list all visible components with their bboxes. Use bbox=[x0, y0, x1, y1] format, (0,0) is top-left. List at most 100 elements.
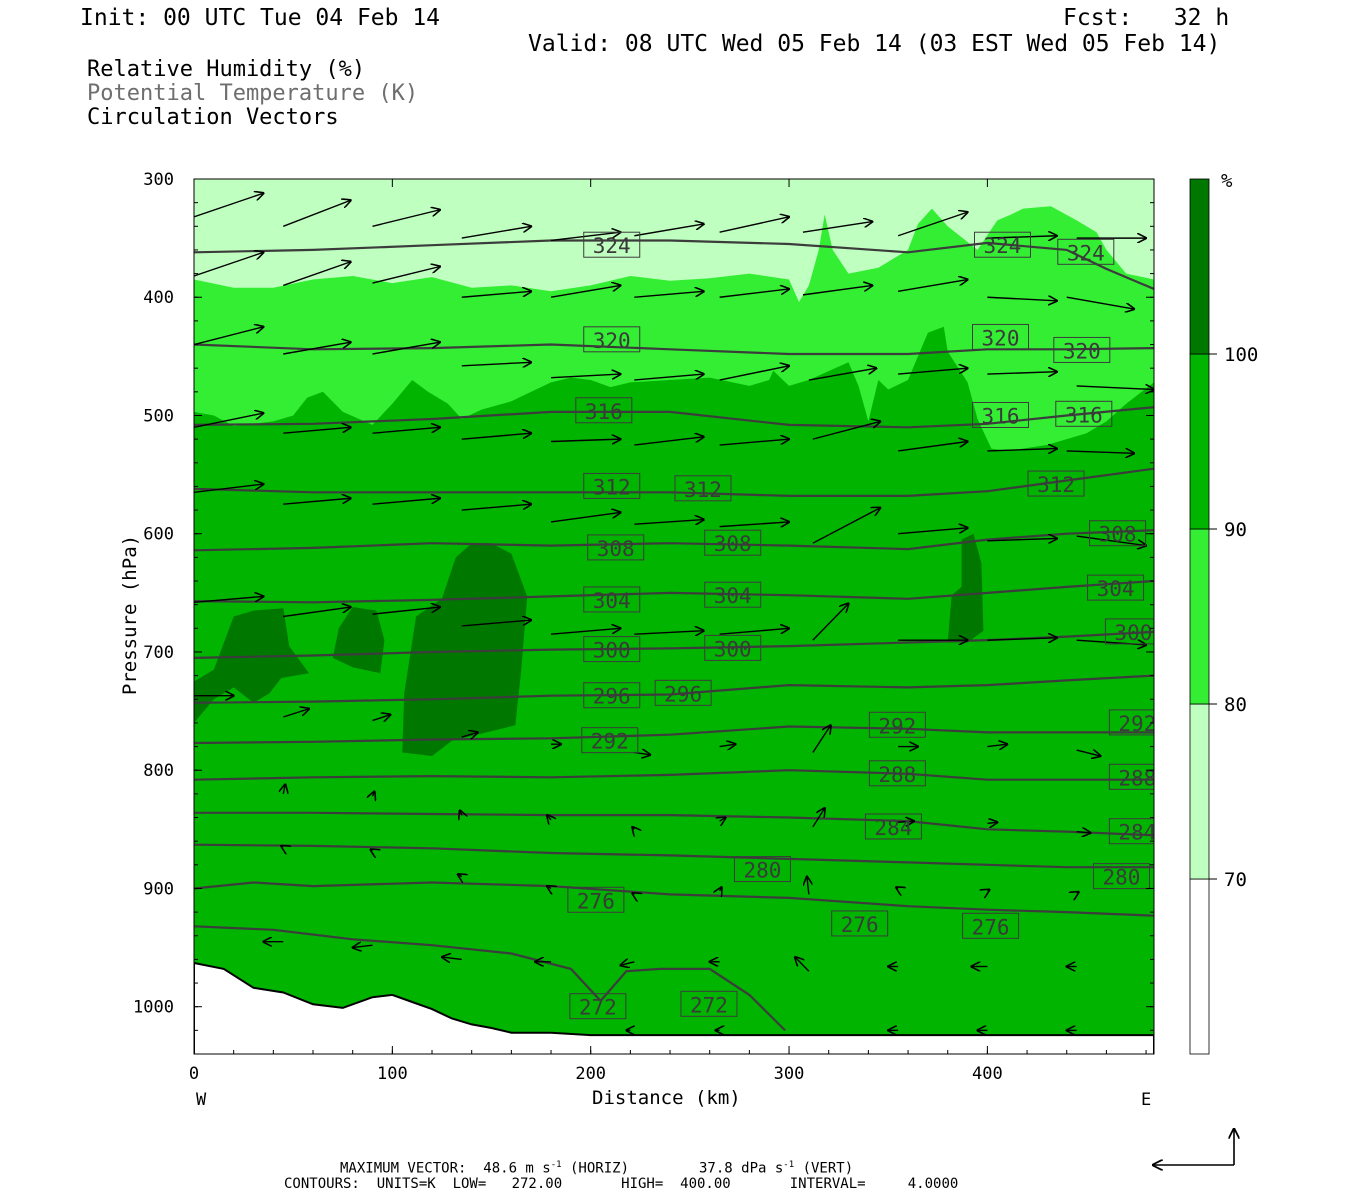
circulation-vector bbox=[461, 226, 531, 239]
contour-label-text: 304 bbox=[714, 584, 752, 608]
contour-label-text: 316 bbox=[982, 404, 1020, 428]
circulation-vector bbox=[1076, 750, 1101, 756]
contour-label-text: 280 bbox=[744, 859, 782, 883]
colorbar-unit: % bbox=[1221, 170, 1233, 192]
circulation-vector bbox=[719, 289, 789, 298]
rh-100-patch bbox=[332, 607, 385, 674]
contour-label: 288 bbox=[868, 760, 926, 787]
contour-label-text: 300 bbox=[714, 637, 752, 661]
contour-label-text: 284 bbox=[874, 816, 912, 840]
colorbar-swatch bbox=[1189, 178, 1210, 355]
contour-label: 324 bbox=[1057, 238, 1115, 265]
y-axis-label: Pressure (hPa) bbox=[119, 534, 141, 696]
legend-vectors: Circulation Vectors bbox=[87, 105, 339, 130]
circulation-vector bbox=[898, 442, 967, 452]
contour-label-text: 324 bbox=[984, 234, 1022, 258]
contour-label: 280 bbox=[733, 856, 791, 883]
contour-label-text: 292 bbox=[1118, 712, 1156, 736]
contour-label: 320 bbox=[583, 326, 641, 353]
contour-label-text: 316 bbox=[585, 400, 623, 424]
circulation-vector bbox=[550, 628, 620, 635]
reference-vector bbox=[1153, 1129, 1234, 1165]
contour-label: 296 bbox=[583, 682, 641, 709]
circulation-vector bbox=[812, 808, 825, 828]
contour-label: 284 bbox=[1108, 818, 1154, 845]
circulation-vector bbox=[283, 607, 350, 618]
circulation-vector bbox=[632, 893, 634, 894]
forecast-hour: Fcst: 32 h bbox=[1063, 5, 1230, 31]
contour-label-text: 312 bbox=[1037, 473, 1075, 497]
y-tick-label: 600 bbox=[143, 525, 174, 545]
contour-label: 308 bbox=[587, 534, 645, 561]
circulation-vector bbox=[634, 437, 703, 446]
colorbar-swatch bbox=[1189, 878, 1210, 1055]
legend-rh: Relative Humidity (%) bbox=[87, 57, 366, 82]
circulation-vector bbox=[897, 212, 967, 237]
circulation-vector bbox=[283, 262, 350, 287]
y-tick-label: 500 bbox=[143, 406, 174, 426]
contour-label-text: 276 bbox=[841, 913, 879, 937]
circulation-vector bbox=[551, 439, 620, 441]
x-axis-west-label: W bbox=[196, 1090, 207, 1110]
circulation-vector bbox=[987, 744, 1007, 746]
contour-label-text: 312 bbox=[684, 478, 722, 502]
contour-label-text: 320 bbox=[982, 326, 1020, 350]
circulation-vector bbox=[550, 512, 620, 523]
contour-label: 272 bbox=[680, 990, 738, 1017]
circulation-vector bbox=[634, 520, 703, 525]
rh-100-patch bbox=[402, 543, 528, 756]
contour-label-text: 276 bbox=[972, 915, 1010, 939]
circulation-vector bbox=[283, 709, 309, 718]
circulation-vector bbox=[634, 291, 703, 298]
circulation-vector bbox=[283, 342, 350, 355]
circulation-vector bbox=[460, 810, 462, 815]
circulation-vector bbox=[898, 280, 967, 293]
circulation-vector bbox=[1066, 451, 1134, 453]
contour-label-text: 300 bbox=[1114, 621, 1152, 645]
circulation-vector bbox=[194, 193, 263, 218]
circulation-vector bbox=[987, 538, 1056, 540]
circulation-vector bbox=[1076, 832, 1091, 833]
contour-label: 316 bbox=[575, 397, 633, 424]
theta-contour-276 bbox=[194, 881, 1154, 917]
theta-contour-304 bbox=[194, 579, 1154, 604]
init-time: Init: 00 UTC Tue 04 Feb 14 bbox=[80, 5, 441, 31]
circulation-vector bbox=[283, 498, 350, 505]
colorbar-label: 100 bbox=[1224, 344, 1258, 366]
circulation-vector bbox=[802, 222, 872, 233]
contour-label-text: 324 bbox=[593, 234, 631, 258]
contour-label: 316 bbox=[1055, 400, 1113, 427]
contour-label: 320 bbox=[972, 323, 1030, 350]
colorbar-swatch bbox=[1189, 528, 1210, 705]
circulation-vector bbox=[372, 607, 440, 615]
theta-contours bbox=[194, 239, 1154, 1032]
circulation-vector bbox=[283, 200, 350, 227]
contour-label: 280 bbox=[1092, 863, 1150, 890]
circulation-vector bbox=[461, 362, 531, 366]
x-tick-label: 300 bbox=[774, 1064, 805, 1084]
circulation-vector bbox=[194, 484, 263, 494]
contour-label-text: 272 bbox=[690, 993, 728, 1017]
circulation-vector bbox=[442, 957, 462, 959]
theta-contour-284 bbox=[194, 811, 1154, 837]
circulation-vectors bbox=[194, 193, 1154, 1030]
circulation-vector bbox=[987, 297, 1056, 301]
contour-label: 308 bbox=[704, 529, 762, 556]
circulation-vector bbox=[547, 815, 551, 820]
circulation-vector bbox=[194, 327, 263, 346]
contour-label-text: 304 bbox=[1097, 577, 1135, 601]
circulation-vector bbox=[620, 962, 635, 966]
contour-label-text: 272 bbox=[579, 996, 617, 1020]
x-tick-label: 100 bbox=[377, 1064, 408, 1084]
contour-label: 292 bbox=[581, 727, 639, 754]
legend-theta: Potential Temperature (K) bbox=[87, 81, 419, 106]
contour-label-text: 292 bbox=[591, 730, 629, 754]
circulation-vector bbox=[194, 596, 263, 604]
contour-label: 320 bbox=[1053, 336, 1111, 363]
circulation-vector bbox=[461, 504, 531, 511]
axes: 0 100 200 300 400 300 400 500 600 700 800 900 1000 bbox=[133, 170, 1154, 1084]
contour-label-text: 316 bbox=[1065, 403, 1103, 427]
circulation-vector bbox=[719, 217, 789, 233]
contour-label-text: 304 bbox=[593, 589, 631, 613]
